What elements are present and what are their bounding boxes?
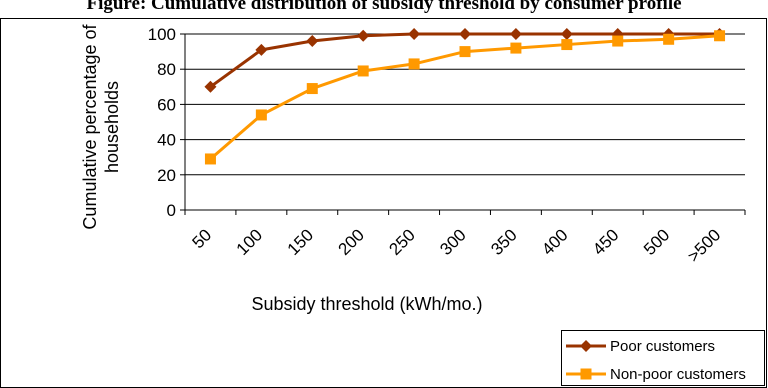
- legend-label: Non-poor customers: [610, 366, 746, 383]
- x-axis-label: Subsidy threshold (kWh/mo.): [251, 294, 482, 314]
- y-tick-label: 80: [157, 60, 176, 79]
- y-tick-label: 0: [167, 201, 176, 220]
- y-axis-label-line1: Cumulative percentage of: [80, 23, 100, 229]
- data-point: [714, 30, 726, 42]
- data-point: [408, 58, 420, 70]
- data-point: [459, 28, 471, 40]
- legend-marker: [580, 340, 592, 352]
- series-markers: [204, 28, 726, 165]
- data-point: [510, 42, 522, 54]
- data-point: [306, 83, 318, 95]
- data-point: [459, 46, 471, 58]
- data-point: [204, 153, 216, 165]
- data-point: [663, 33, 675, 45]
- chart-title: Figure: Cumulative distribution of subsi…: [86, 0, 681, 14]
- data-point: [255, 43, 268, 56]
- legend-label: Poor customers: [610, 338, 715, 355]
- legend-box: [561, 330, 765, 386]
- axes: [180, 33, 746, 215]
- data-point: [357, 65, 369, 77]
- legend: Poor customers Non-poor customers: [561, 330, 765, 386]
- y-tick-label: 40: [157, 131, 176, 150]
- data-point: [204, 80, 217, 93]
- y-tick-label: 20: [157, 166, 176, 185]
- data-point: [612, 35, 624, 47]
- data-point: [357, 29, 370, 42]
- data-point: [561, 39, 573, 51]
- data-point: [255, 109, 267, 121]
- y-tick-label: 60: [157, 95, 176, 114]
- data-point: [306, 35, 319, 48]
- legend-marker: [580, 368, 592, 380]
- data-point: [509, 28, 522, 40]
- y-tick-label: 100: [148, 25, 176, 44]
- y-tick-labels: 0 20 40 60 80 100: [148, 25, 176, 220]
- data-point: [560, 28, 573, 40]
- y-axis-label-line2: households: [102, 81, 122, 173]
- data-point: [408, 28, 421, 40]
- chart-frame: [0, 18, 767, 388]
